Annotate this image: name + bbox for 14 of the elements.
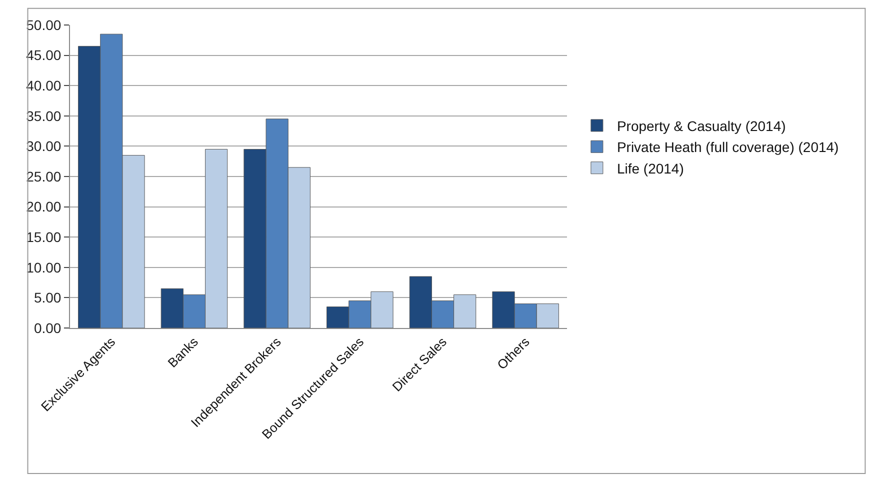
legend-label: Private Heath (full coverage) (2014) xyxy=(616,139,839,156)
y-tick-label: 20.00 xyxy=(26,198,62,215)
y-tick-label: 15.00 xyxy=(26,229,62,245)
y-tick-label: 35.00 xyxy=(26,108,62,124)
legend-label: Property & Casualty (2014) xyxy=(616,118,786,134)
y-tick-label: 40.00 xyxy=(26,78,62,94)
y-tick-label: 25.00 xyxy=(26,168,62,184)
y-tick-label: 10.00 xyxy=(26,259,62,276)
y-tick-label: 0.00 xyxy=(34,320,62,336)
y-tick-label: 5.00 xyxy=(34,290,62,306)
y-tick-label: 45.00 xyxy=(26,47,62,64)
legend-label: Life (2014) xyxy=(616,160,684,176)
y-tick-label: 50.00 xyxy=(26,16,62,33)
y-tick-label: 30.00 xyxy=(26,138,62,154)
